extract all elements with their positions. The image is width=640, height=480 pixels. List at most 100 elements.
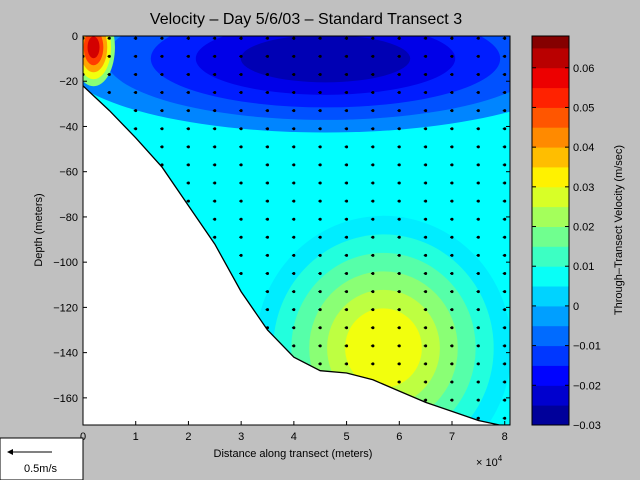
velocity-point bbox=[397, 145, 401, 149]
velocity-point bbox=[397, 217, 401, 221]
velocity-point bbox=[476, 326, 480, 330]
velocity-point bbox=[266, 36, 270, 40]
x-exponent-power: 4 bbox=[498, 454, 503, 463]
velocity-point bbox=[450, 181, 454, 185]
velocity-point bbox=[450, 398, 454, 402]
x-tick-label: 3 bbox=[238, 431, 244, 443]
velocity-point bbox=[476, 380, 480, 384]
colorbar-tick-label: 0.01 bbox=[573, 261, 594, 273]
velocity-point bbox=[424, 109, 428, 113]
velocity-point bbox=[186, 145, 190, 149]
colorbar-band bbox=[532, 47, 569, 69]
velocity-point bbox=[213, 199, 217, 203]
colorbar-band bbox=[532, 167, 569, 188]
velocity-point bbox=[503, 91, 507, 95]
velocity-point bbox=[134, 91, 138, 95]
velocity-point bbox=[450, 344, 454, 348]
velocity-point bbox=[107, 72, 111, 76]
velocity-point bbox=[292, 54, 296, 58]
velocity-point bbox=[476, 290, 480, 294]
velocity-point bbox=[186, 91, 190, 95]
velocity-point bbox=[292, 326, 296, 330]
velocity-point bbox=[371, 36, 375, 40]
velocity-point bbox=[292, 217, 296, 221]
velocity-point bbox=[239, 54, 243, 58]
x-tick-label: 8 bbox=[502, 431, 508, 443]
velocity-point bbox=[503, 72, 507, 76]
colorbar-band bbox=[532, 87, 569, 108]
velocity-point bbox=[213, 91, 217, 95]
y-tick-label: −140 bbox=[53, 348, 78, 360]
velocity-point bbox=[371, 181, 375, 185]
velocity-point bbox=[424, 362, 428, 366]
y-tick-label: −100 bbox=[53, 257, 78, 269]
colorbar-band bbox=[532, 286, 569, 307]
velocity-point bbox=[371, 145, 375, 149]
velocity-point bbox=[503, 181, 507, 185]
velocity-point bbox=[503, 127, 507, 131]
velocity-point bbox=[476, 91, 480, 95]
velocity-point bbox=[292, 308, 296, 312]
colorbar-tick-label: 0.03 bbox=[573, 182, 594, 194]
velocity-point bbox=[318, 181, 322, 185]
y-tick-label: −60 bbox=[59, 167, 78, 179]
velocity-point bbox=[476, 416, 480, 420]
velocity-point bbox=[318, 199, 322, 203]
velocity-point bbox=[476, 163, 480, 167]
plot-frame bbox=[82, 35, 511, 426]
velocity-point bbox=[239, 163, 243, 167]
velocity-point bbox=[239, 181, 243, 185]
velocity-point bbox=[397, 72, 401, 76]
velocity-point bbox=[318, 72, 322, 76]
velocity-point bbox=[266, 72, 270, 76]
y-tick-label: −40 bbox=[59, 121, 78, 133]
velocity-point bbox=[397, 91, 401, 95]
velocity-point bbox=[503, 308, 507, 312]
velocity-point bbox=[186, 127, 190, 131]
y-tick-label: −20 bbox=[59, 76, 78, 88]
velocity-point bbox=[503, 398, 507, 402]
velocity-point bbox=[292, 145, 296, 149]
velocity-point bbox=[186, 199, 190, 203]
velocity-point bbox=[160, 36, 164, 40]
velocity-point bbox=[266, 199, 270, 203]
velocity-point bbox=[160, 72, 164, 76]
velocity-point bbox=[424, 163, 428, 167]
velocity-point bbox=[371, 235, 375, 239]
velocity-point bbox=[266, 145, 270, 149]
velocity-point bbox=[160, 145, 164, 149]
velocity-point bbox=[424, 181, 428, 185]
colorbar-tick-label: −0.01 bbox=[573, 341, 601, 353]
velocity-point bbox=[318, 362, 322, 366]
velocity-point bbox=[450, 326, 454, 330]
velocity-point bbox=[450, 362, 454, 366]
y-tick-label: −120 bbox=[53, 302, 78, 314]
scale-legend-box bbox=[0, 437, 84, 480]
velocity-point bbox=[345, 127, 349, 131]
velocity-point bbox=[186, 181, 190, 185]
velocity-point bbox=[345, 91, 349, 95]
velocity-point bbox=[503, 344, 507, 348]
velocity-point bbox=[503, 109, 507, 113]
velocity-point bbox=[107, 36, 111, 40]
velocity-point bbox=[318, 36, 322, 40]
colorbar-ticks: 0.06 0.05 0.04 0.03 0.02 0.01 0 −0.01 −0.02 −0.03 bbox=[532, 63, 601, 432]
velocity-point bbox=[503, 380, 507, 384]
velocity-point bbox=[476, 235, 480, 239]
velocity-point bbox=[450, 72, 454, 76]
velocity-point bbox=[345, 199, 349, 203]
velocity-point bbox=[345, 145, 349, 149]
velocity-point bbox=[266, 91, 270, 95]
velocity-point bbox=[266, 253, 270, 257]
velocity-point bbox=[318, 253, 322, 257]
velocity-point bbox=[345, 181, 349, 185]
velocity-point bbox=[266, 235, 270, 239]
colorbar-band bbox=[532, 305, 569, 327]
velocity-point bbox=[371, 217, 375, 221]
velocity-point bbox=[476, 271, 480, 275]
velocity-point bbox=[450, 290, 454, 294]
velocity-point bbox=[503, 362, 507, 366]
velocity-point bbox=[134, 109, 138, 113]
velocity-point bbox=[476, 199, 480, 203]
velocity-point bbox=[450, 271, 454, 275]
